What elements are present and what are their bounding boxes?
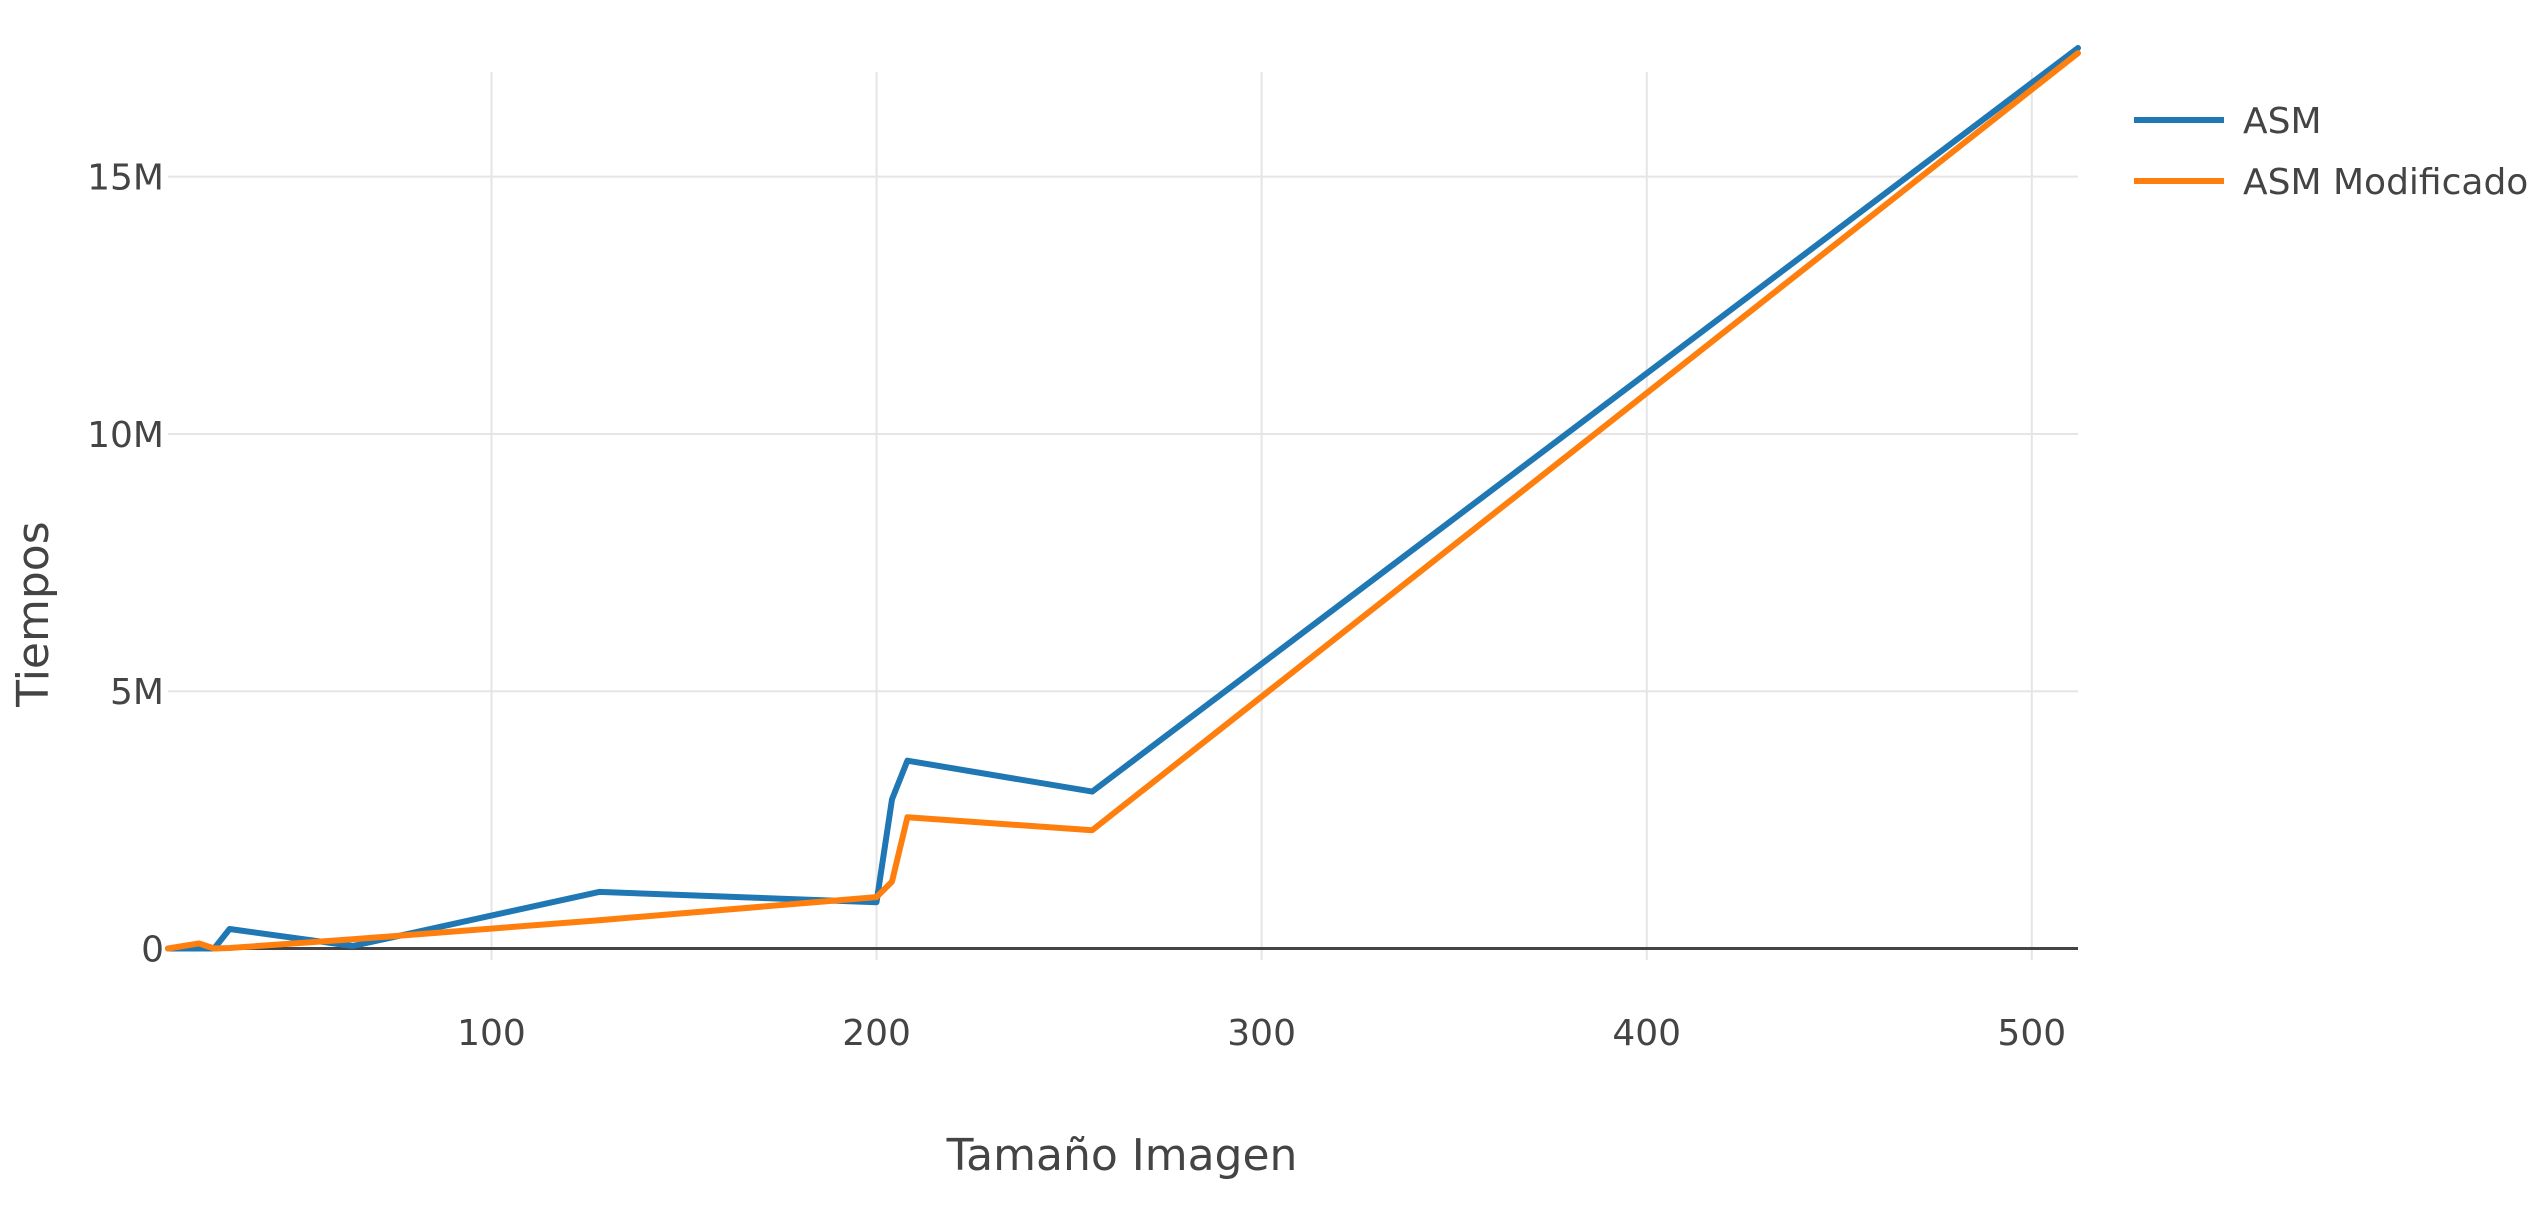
legend-item-1[interactable]: ASM Modificado (2134, 162, 2528, 203)
y-tick-label: 10M (87, 415, 164, 456)
legend-label: ASM (2243, 101, 2322, 142)
x-tick-label: 100 (457, 1013, 526, 1054)
x-tick-label: 200 (842, 1013, 911, 1054)
legend-label: ASM Modificado (2243, 162, 2528, 203)
x-tick-label: 400 (1612, 1013, 1681, 1054)
tick-labels: 100 200 300 400 500 0 5M 10M 15M (87, 158, 2066, 1054)
y-tick-label: 15M (87, 158, 164, 199)
series-line-0 (165, 45, 2081, 952)
series-lines (165, 45, 2081, 952)
series-line-1 (165, 50, 2081, 952)
legend[interactable]: ASM ASM Modificado (2134, 101, 2528, 203)
y-axis-title: Tiempos (8, 521, 59, 707)
x-axis-title: Tamaño Imagen (946, 1130, 1298, 1181)
y-tick-label: 0 (141, 930, 164, 971)
legend-item-0[interactable]: ASM (2134, 101, 2322, 142)
x-tick-label: 500 (1997, 1013, 2066, 1054)
gridlines (168, 72, 2078, 960)
x-tick-label: 300 (1227, 1013, 1296, 1054)
y-tick-label: 5M (110, 672, 164, 713)
